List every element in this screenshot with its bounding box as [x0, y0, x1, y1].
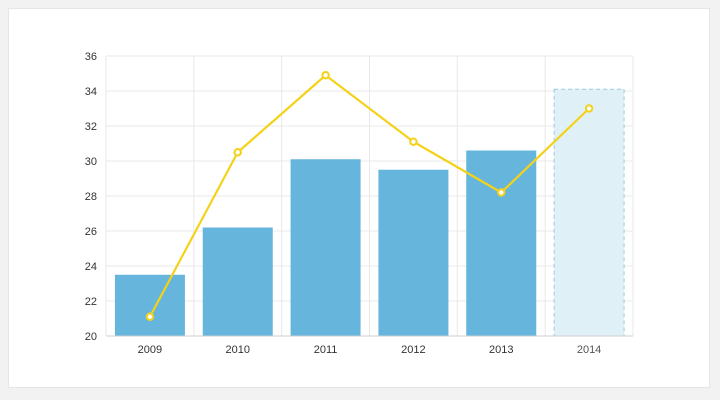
- x-tick-label: 2011: [314, 344, 338, 356]
- line-series-path: [148, 74, 590, 318]
- line-series: [145, 71, 594, 321]
- y-tick-label: 34: [85, 86, 97, 98]
- line-point[interactable]: [409, 137, 418, 146]
- bar-projected[interactable]: [553, 88, 625, 337]
- y-tick-label: 26: [85, 226, 97, 238]
- y-tick-label: 22: [85, 296, 97, 308]
- x-tick-label: 2014: [577, 344, 601, 356]
- y-axis: 20 22 24 26 28 30 32 34 36: [85, 51, 97, 343]
- y-tick-label: 36: [85, 51, 97, 63]
- y-tick-label: 28: [85, 191, 97, 203]
- x-tick-label: 2013: [489, 344, 513, 356]
- y-tick-label: 20: [85, 331, 97, 343]
- bar[interactable]: [378, 169, 449, 336]
- x-axis: 2009 2010 2011 2012 2013 2014: [106, 335, 633, 356]
- line-point[interactable]: [233, 148, 242, 157]
- x-tick-label: 2010: [226, 344, 250, 356]
- y-tick-label: 32: [85, 121, 97, 133]
- bar[interactable]: [466, 150, 537, 337]
- y-tick-label: 24: [85, 261, 97, 273]
- bar[interactable]: [114, 274, 185, 336]
- line-point[interactable]: [497, 188, 506, 197]
- y-tick-label: 30: [85, 156, 97, 168]
- line-point[interactable]: [145, 312, 155, 321]
- line-point[interactable]: [321, 71, 330, 80]
- x-tick-label: 2009: [138, 344, 162, 356]
- x-tick-label: 2012: [401, 344, 425, 356]
- bar[interactable]: [290, 159, 361, 336]
- line-point[interactable]: [584, 104, 594, 113]
- bar[interactable]: [202, 227, 273, 337]
